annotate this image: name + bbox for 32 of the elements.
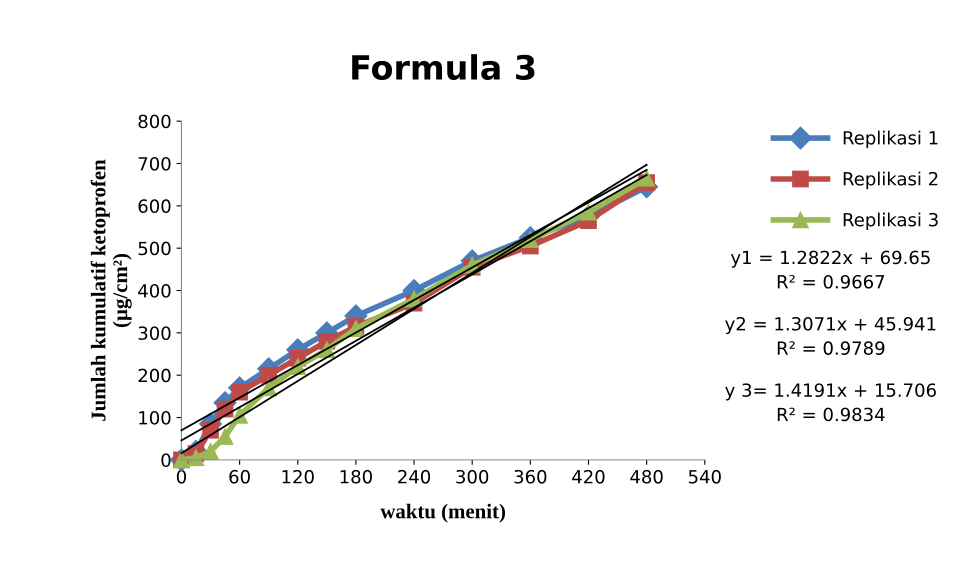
legend-label: Replikasi 2 xyxy=(844,172,938,190)
text: y1 = 1.2822x + 69.65 R² = 0.9667 xyxy=(730,250,930,289)
y-tick-label: 300 xyxy=(138,326,171,340)
x-tick-label: 180 xyxy=(340,470,372,484)
y-tick-label: 400 xyxy=(138,284,171,298)
x-tick-label: 540 xyxy=(688,470,721,484)
y-tick-label: 800 xyxy=(138,114,171,128)
y-tick-label: 100 xyxy=(139,410,171,425)
x-tick-label: 420 xyxy=(572,470,605,484)
x-tick-label: 240 xyxy=(398,470,430,484)
y-tick-label: 600 xyxy=(138,199,171,213)
x-tick-label: 0 xyxy=(176,470,186,484)
x-tick-label: 480 xyxy=(630,470,663,484)
y-tick-label: 700 xyxy=(138,156,171,171)
chart-title: Formula 3 xyxy=(352,54,534,80)
y-tick-label: 0 xyxy=(161,453,171,467)
x-tick-label: 360 xyxy=(514,470,546,484)
point xyxy=(188,449,204,466)
text: y2 = 1.3071x + 45.941 R² = 0.9789 xyxy=(725,316,936,355)
x-tick-label: 120 xyxy=(282,470,314,484)
point xyxy=(638,170,655,187)
y-tick-label: 500 xyxy=(138,242,171,256)
text: y 3= 1.4191x + 15.706 R² = 0.9834 xyxy=(725,383,936,422)
x-axis-title: waktu (menit) xyxy=(380,504,505,523)
point xyxy=(580,204,597,221)
y-axis-title: Jumlah kumulatif ketoprofen (µg/cm²) xyxy=(90,160,132,421)
legend-label: Replikasi 1 xyxy=(844,130,938,148)
x-tick-label: 60 xyxy=(229,470,250,484)
x-tick-label: 300 xyxy=(456,470,488,484)
legend-label: Replikasi 3 xyxy=(844,212,938,230)
y-tick-label: 200 xyxy=(138,368,171,382)
point xyxy=(202,443,219,460)
